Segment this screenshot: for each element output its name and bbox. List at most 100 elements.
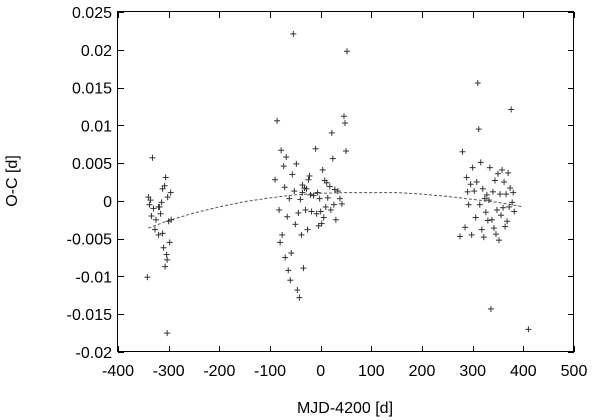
data-point — [475, 126, 482, 133]
data-point — [500, 204, 507, 211]
data-point — [503, 191, 510, 198]
x-tick-label: -300 — [153, 363, 185, 380]
data-point — [291, 188, 298, 195]
data-point — [162, 174, 169, 181]
data-point — [341, 120, 348, 127]
data-point — [313, 210, 320, 217]
data-point — [474, 80, 481, 87]
data-point — [332, 216, 339, 223]
data-point — [282, 254, 289, 261]
data-point — [163, 251, 170, 258]
data-point — [477, 159, 484, 166]
data-point — [316, 195, 323, 202]
data-point — [274, 117, 281, 124]
data-point — [166, 239, 173, 246]
data-point — [459, 148, 466, 155]
y-axis: -0.02 -0.015 -0.01 -0.005 0 0.005 0.01 0.015 0.0… — [67, 5, 574, 362]
data-point — [315, 222, 322, 229]
data-point — [338, 200, 345, 207]
data-point — [507, 185, 514, 192]
data-point — [462, 224, 469, 231]
data-point — [336, 195, 343, 202]
data-point — [471, 188, 478, 195]
x-tick-label: 500 — [561, 363, 588, 380]
data-point — [457, 233, 463, 240]
data-point — [288, 250, 295, 257]
y-tick-label: 0.015 — [72, 81, 112, 98]
data-point — [499, 166, 506, 173]
data-point — [478, 226, 485, 233]
x-tick-label: -400 — [102, 363, 134, 380]
data-point — [159, 185, 166, 192]
data-point — [297, 196, 304, 203]
data-point — [278, 147, 285, 154]
data-point — [160, 244, 167, 251]
data-point — [317, 208, 324, 215]
data-point — [501, 179, 508, 185]
data-point — [294, 287, 301, 294]
data-point — [319, 166, 326, 173]
y-tick-label: -0.01 — [76, 269, 113, 286]
data-point — [276, 206, 283, 213]
data-point — [493, 206, 500, 213]
y-tick-label: -0.02 — [76, 345, 113, 362]
data-point — [277, 239, 284, 246]
data-point — [483, 191, 490, 198]
data-point — [509, 199, 516, 206]
data-point — [318, 220, 325, 227]
data-point — [505, 169, 512, 176]
x-tick-label: 0 — [316, 363, 325, 380]
fit-curve — [148, 192, 524, 229]
data-point — [472, 214, 479, 221]
data-point — [145, 194, 152, 201]
data-point — [164, 256, 171, 263]
data-point — [502, 223, 509, 230]
data-point — [498, 212, 505, 219]
data-point — [488, 216, 495, 223]
data-point — [302, 206, 309, 213]
data-point — [314, 189, 321, 196]
data-point — [497, 191, 504, 198]
data-point — [476, 201, 483, 208]
data-point — [157, 210, 164, 217]
data-point — [295, 209, 302, 216]
data-point — [148, 213, 155, 219]
data-point — [324, 194, 331, 201]
x-tick-label: -100 — [254, 363, 286, 380]
data-point — [161, 182, 168, 189]
data-point — [343, 148, 349, 155]
data-point — [292, 221, 299, 228]
data-point — [481, 195, 488, 202]
data-point — [464, 188, 471, 195]
data-point — [293, 160, 300, 167]
x-tick-label: 300 — [459, 363, 486, 380]
data-point — [344, 48, 351, 55]
y-tick-label: 0.025 — [72, 5, 112, 22]
data-point — [281, 184, 288, 191]
data-point — [323, 179, 330, 186]
data-point — [159, 230, 166, 237]
data-point — [490, 225, 497, 232]
data-point — [283, 154, 290, 161]
data-point — [468, 231, 475, 238]
data-point — [508, 106, 515, 113]
data-point — [467, 181, 474, 188]
data-point — [307, 191, 314, 198]
data-point — [164, 330, 171, 337]
data-point — [289, 171, 296, 178]
data-point — [308, 208, 315, 215]
data-point — [320, 214, 327, 221]
data-point — [506, 203, 513, 210]
data-point — [168, 216, 175, 223]
data-point — [480, 234, 487, 241]
data-point — [149, 154, 156, 161]
data-point — [279, 231, 286, 238]
data-point — [284, 213, 291, 220]
data-point — [482, 209, 489, 216]
data-point — [504, 218, 511, 225]
y-tick-label: 0 — [103, 194, 112, 211]
data-point — [484, 217, 491, 224]
x-tick-label: 400 — [510, 363, 537, 380]
data-point — [486, 164, 493, 171]
